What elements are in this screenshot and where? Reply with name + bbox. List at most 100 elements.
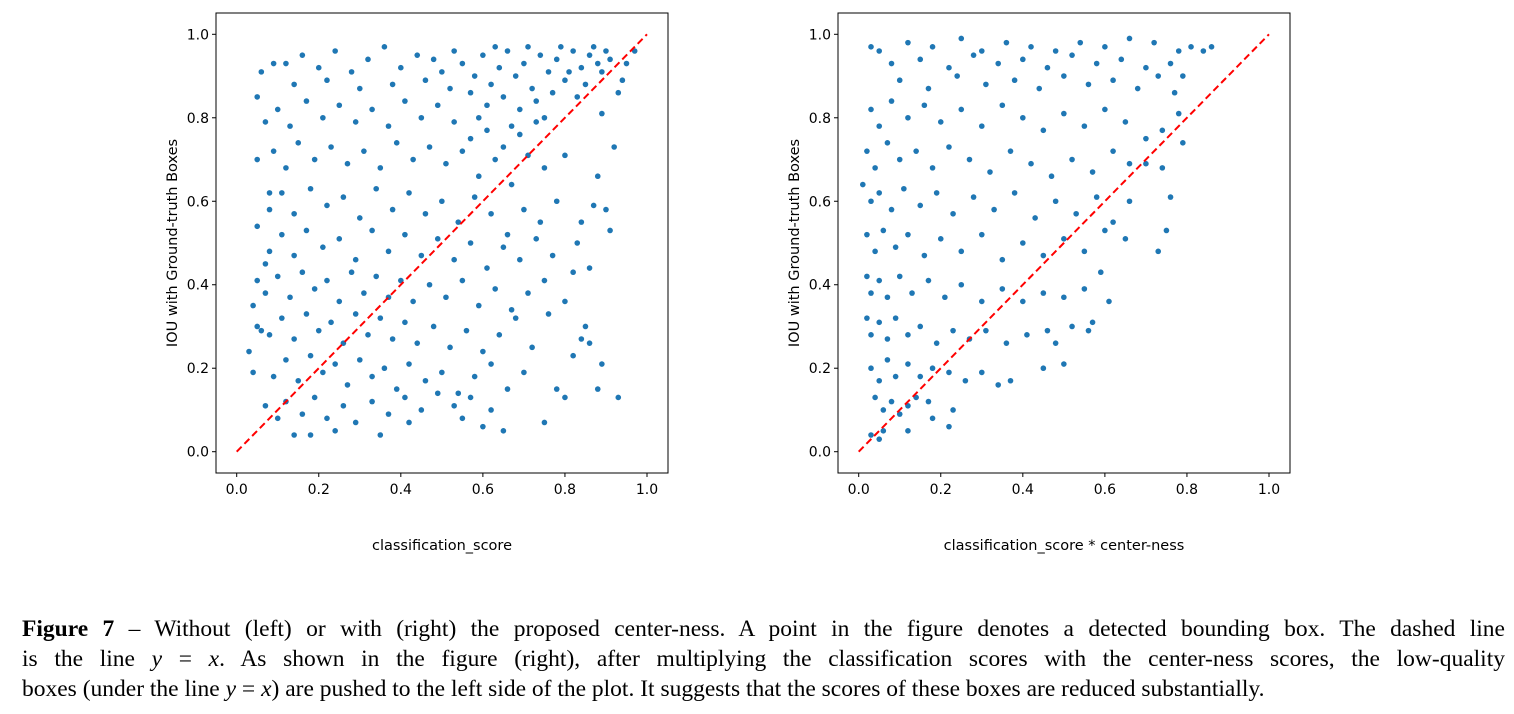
data-point	[913, 148, 919, 154]
data-point	[958, 35, 965, 42]
data-point	[1061, 73, 1067, 79]
data-point	[872, 394, 878, 401]
data-point	[324, 77, 330, 84]
data-point	[864, 148, 870, 154]
data-point	[508, 306, 515, 313]
data-point	[373, 273, 380, 280]
y-tick-label: 0.0	[187, 445, 209, 461]
data-point	[1044, 64, 1051, 71]
data-point	[254, 323, 261, 330]
data-point	[1102, 106, 1108, 113]
caption-line-3: boxes (under the line y = x) are pushed …	[22, 674, 1505, 704]
data-point	[467, 135, 474, 142]
data-point	[443, 294, 449, 301]
data-point	[1208, 44, 1215, 50]
data-point	[434, 236, 441, 242]
data-point	[373, 185, 380, 192]
data-point	[1007, 148, 1014, 154]
data-point	[917, 56, 924, 63]
data-point	[991, 206, 997, 213]
data-point	[553, 386, 560, 392]
data-point	[410, 156, 416, 163]
data-point	[266, 332, 273, 338]
y-tick-label: 1.0	[809, 27, 831, 43]
data-point	[274, 415, 281, 422]
data-point	[970, 194, 977, 200]
data-point	[937, 236, 944, 242]
data-point	[1061, 361, 1067, 367]
x-tick-label: 0.4	[1012, 482, 1034, 498]
data-point	[291, 432, 297, 438]
data-point	[892, 244, 899, 250]
data-point	[270, 148, 277, 154]
data-point	[402, 98, 408, 104]
caption-line-1: Figure 7 – Without (left) or with (right…	[22, 614, 1505, 644]
data-point	[287, 123, 293, 129]
reference-line-y-equals-x	[857, 33, 1270, 453]
data-point	[377, 432, 384, 438]
data-point	[892, 373, 899, 380]
data-point	[303, 98, 310, 104]
data-point	[880, 407, 887, 413]
data-point	[545, 311, 552, 317]
data-point	[888, 60, 895, 67]
data-point	[1011, 77, 1018, 84]
data-point	[410, 298, 416, 305]
data-point	[905, 114, 911, 121]
scatter-points	[246, 44, 638, 438]
data-point	[995, 382, 1002, 388]
data-point	[311, 156, 318, 163]
data-point	[868, 365, 874, 372]
data-point	[328, 319, 334, 326]
data-point	[607, 227, 613, 234]
data-point	[1122, 119, 1129, 125]
data-point	[1077, 39, 1084, 46]
data-point	[1175, 48, 1182, 54]
data-point	[1102, 227, 1108, 234]
data-point	[512, 73, 519, 79]
data-point	[1020, 114, 1026, 121]
data-point	[537, 219, 544, 225]
data-point	[1089, 319, 1096, 326]
data-point	[381, 365, 388, 372]
data-point	[586, 52, 593, 58]
data-point	[917, 373, 924, 380]
data-point	[336, 298, 343, 305]
data-point	[590, 44, 597, 50]
data-point	[389, 81, 396, 88]
data-point	[291, 252, 297, 259]
math-x: x	[208, 646, 220, 672]
y-tick-label: 0.2	[809, 361, 831, 377]
data-point	[262, 261, 269, 267]
data-point	[586, 340, 593, 346]
data-point	[1102, 44, 1108, 50]
data-point	[430, 323, 437, 330]
x-tick-label: 0.4	[390, 482, 412, 498]
data-point	[344, 382, 351, 388]
data-point	[332, 361, 338, 367]
x-axis-label: classification_score * center-ness	[944, 538, 1185, 554]
data-point	[901, 185, 907, 192]
data-point	[402, 319, 408, 326]
data-point	[1061, 294, 1067, 301]
data-point	[406, 419, 412, 426]
data-point	[303, 311, 310, 317]
data-point	[529, 344, 535, 351]
data-point	[250, 369, 256, 376]
data-point	[541, 165, 548, 171]
data-point	[250, 302, 256, 309]
data-point	[946, 64, 952, 71]
data-point	[422, 77, 429, 84]
data-point	[254, 277, 261, 284]
math-y: y	[225, 676, 237, 702]
data-point	[1052, 48, 1059, 54]
data-point	[393, 140, 400, 146]
data-point	[274, 273, 281, 280]
data-point	[1036, 85, 1043, 92]
data-point	[525, 44, 531, 50]
data-point	[475, 302, 482, 309]
data-point	[270, 373, 277, 380]
data-point	[451, 119, 457, 125]
data-point	[1126, 160, 1133, 167]
data-point	[307, 352, 314, 359]
